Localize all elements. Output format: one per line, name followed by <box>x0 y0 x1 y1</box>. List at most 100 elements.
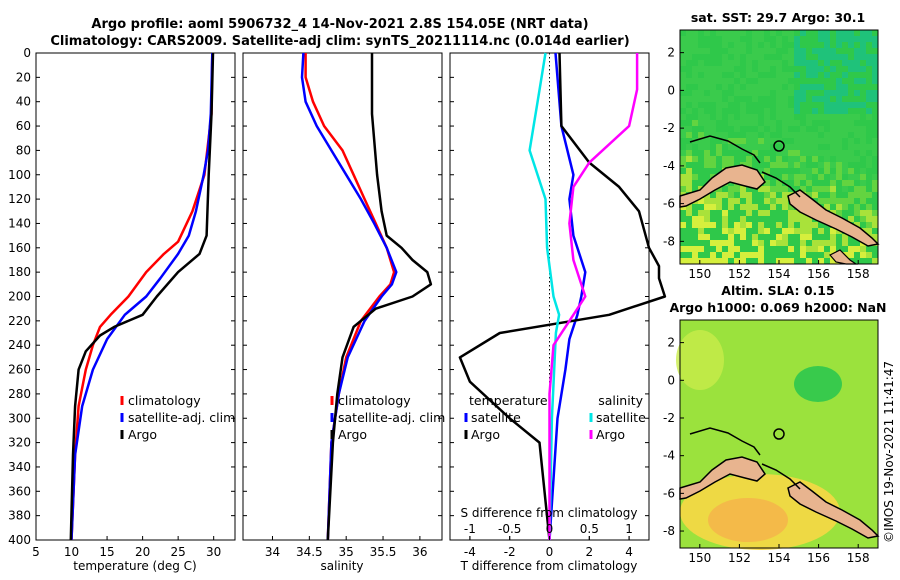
legend-t-argo: Argo <box>471 427 500 442</box>
sst-cell <box>758 90 764 96</box>
sst-cell <box>818 84 824 90</box>
sst-cell <box>680 60 686 66</box>
sst-cell <box>734 84 740 90</box>
new-ireland-outline <box>761 463 801 490</box>
sst-cell <box>698 60 704 66</box>
legend-satellite: satellite-adj. clim <box>338 410 445 425</box>
sst-cell <box>866 162 872 168</box>
longitude-label: 152 <box>728 267 751 281</box>
sst-cell <box>752 30 758 36</box>
sst-cell <box>686 78 692 84</box>
sst-cell <box>728 246 734 252</box>
sst-cell <box>860 36 866 42</box>
sst-cell <box>794 36 800 42</box>
temperature-axes <box>35 52 236 541</box>
sst-cell <box>734 120 740 126</box>
sst-cell <box>728 144 734 150</box>
sst-cell <box>758 30 764 36</box>
sst-cell <box>752 96 758 102</box>
sst-cell <box>806 144 812 150</box>
sst-cell <box>698 222 704 228</box>
sst-cell <box>740 234 746 240</box>
sst-cell <box>776 84 782 90</box>
sst-cell <box>722 60 728 66</box>
sst-cell <box>758 240 764 246</box>
sst-cell <box>716 132 722 138</box>
sst-cell <box>824 132 830 138</box>
sst-cell <box>836 168 842 174</box>
new-ireland-outline <box>761 171 801 198</box>
sst-cell <box>734 54 740 60</box>
sst-cell <box>782 132 788 138</box>
sst-cell <box>728 240 734 246</box>
sst-cell <box>716 96 722 102</box>
sst-cell <box>848 252 854 258</box>
sst-cell <box>728 78 734 84</box>
sst-cell <box>812 150 818 156</box>
depth-tick-label: 0 <box>23 46 31 60</box>
sst-cell <box>848 192 854 198</box>
sst-cell <box>794 138 800 144</box>
sst-cell <box>746 210 752 216</box>
sst-cell <box>854 60 860 66</box>
sst-cell <box>710 198 716 204</box>
sst-cell <box>680 186 686 192</box>
sst-cell <box>818 186 824 192</box>
x-tick-label: 35.5 <box>370 545 397 559</box>
sst-cell <box>740 108 746 114</box>
sst-cell <box>842 162 848 168</box>
sst-cell <box>800 30 806 36</box>
sst-cell <box>692 246 698 252</box>
sst-cell <box>692 42 698 48</box>
sst-cell <box>794 72 800 78</box>
sst-cell <box>836 156 842 162</box>
sst-cell <box>836 36 842 42</box>
sst-cell <box>716 78 722 84</box>
sst-cell <box>836 132 842 138</box>
sst-cell <box>686 180 692 186</box>
difference-panel: -4 -2 0 2 4 -1 -0.5 0 0.5 1 T difference from cli… <box>449 52 667 573</box>
sst-cell <box>740 258 746 264</box>
sst-cell <box>818 36 824 42</box>
legend-argo: Argo <box>338 427 367 442</box>
sst-cell <box>764 90 770 96</box>
longitude-label: 150 <box>688 267 711 281</box>
temperature-xlabel: temperature (deg C) <box>73 559 196 573</box>
x-tick-label: -4 <box>464 545 476 559</box>
sst-cell <box>830 246 836 252</box>
sst-cell <box>704 198 710 204</box>
x-tick-label: -2 <box>504 545 516 559</box>
sst-cell <box>830 114 836 120</box>
sst-cell <box>806 168 812 174</box>
sst-cell <box>680 174 686 180</box>
sst-cell <box>788 150 794 156</box>
sst-cell <box>770 60 776 66</box>
sst-cell <box>680 114 686 120</box>
sst-cell <box>842 114 848 120</box>
sst-cell <box>740 222 746 228</box>
depth-tick-label: 120 <box>8 192 31 206</box>
sst-cell <box>830 144 836 150</box>
depth-tick-label: 220 <box>8 314 31 328</box>
sst-cell <box>806 66 812 72</box>
sst-cell <box>782 186 788 192</box>
sst-cell <box>836 120 842 126</box>
sst-cell <box>806 216 812 222</box>
sst-cell <box>776 102 782 108</box>
latitude-label: -2 <box>663 411 675 425</box>
sst-cell <box>836 30 842 36</box>
sst-cell <box>746 162 752 168</box>
sst-cell <box>698 120 704 126</box>
sst-cell <box>704 156 710 162</box>
sst-cell <box>716 204 722 210</box>
sst-cell <box>788 162 794 168</box>
sst-cell <box>842 234 848 240</box>
sst-cell <box>680 36 686 42</box>
sst-cell <box>758 144 764 150</box>
sst-cell <box>764 120 770 126</box>
sst-cell <box>842 36 848 42</box>
sst-cell <box>788 258 794 264</box>
sst-cell <box>872 150 878 156</box>
sst-cell <box>872 60 878 66</box>
sst-cell <box>824 60 830 66</box>
